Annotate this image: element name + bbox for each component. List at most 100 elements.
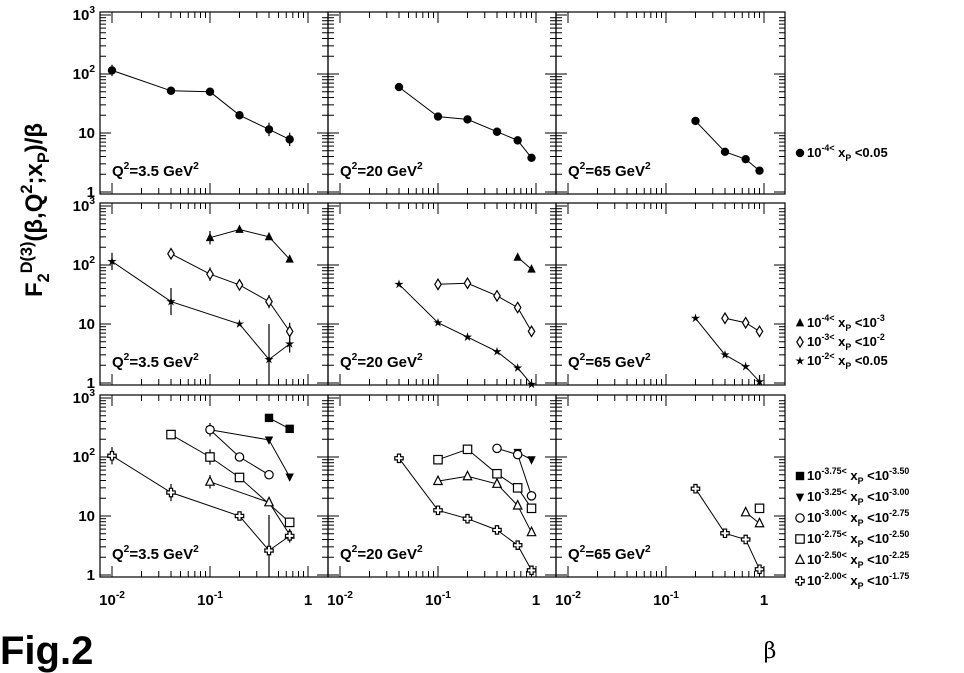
x-tick-label: 10-2 bbox=[99, 590, 125, 609]
data-point bbox=[691, 116, 700, 126]
y-tick-label: 102 bbox=[73, 447, 96, 466]
data-point bbox=[720, 147, 730, 157]
y-tick-label: 103 bbox=[73, 5, 96, 24]
data-point bbox=[234, 452, 245, 462]
data-point bbox=[264, 413, 274, 423]
q2-label: Q2=20 GeV2 bbox=[340, 352, 423, 371]
data-point bbox=[512, 483, 523, 493]
series-triangle-filled bbox=[513, 252, 536, 273]
data-point bbox=[285, 424, 294, 434]
x-tick-label: 10-1 bbox=[653, 590, 679, 609]
data-point bbox=[166, 86, 176, 95]
data-point bbox=[166, 487, 176, 498]
legend-marker bbox=[796, 335, 804, 349]
legend-marker bbox=[795, 148, 805, 158]
data-point bbox=[492, 525, 502, 535]
y-tick-label: 102 bbox=[73, 64, 96, 83]
q2-label: Q2=65 GeV2 bbox=[568, 544, 651, 563]
series-star-filled bbox=[690, 313, 765, 386]
data-point bbox=[755, 325, 764, 338]
data-point bbox=[394, 453, 404, 464]
data-point bbox=[740, 534, 751, 545]
series-circle-open bbox=[492, 443, 537, 501]
series-line bbox=[695, 120, 760, 172]
data-point bbox=[512, 449, 523, 460]
y-tick-labels-row-3: 1 10 102 103 bbox=[73, 388, 96, 584]
data-point bbox=[492, 443, 502, 454]
x-tick-label: 10-1 bbox=[197, 590, 223, 609]
data-point bbox=[462, 470, 473, 481]
legend-label: 10-4< xP <10-3 bbox=[807, 313, 885, 333]
data-point bbox=[205, 232, 215, 242]
legend-row-1: 10-4< xP <0.05 bbox=[795, 143, 888, 163]
data-point bbox=[492, 468, 502, 479]
data-point bbox=[234, 319, 245, 328]
series-cross-open bbox=[107, 447, 295, 577]
data-point bbox=[462, 332, 473, 341]
q2-label: Q2=3.5 GeV2 bbox=[112, 352, 199, 371]
series-circle-filled bbox=[107, 64, 294, 147]
series-cross-open bbox=[394, 453, 537, 576]
legend-marker bbox=[795, 493, 805, 502]
y-tick-label: 10 bbox=[78, 125, 95, 142]
legend-item: 10-2< xP <0.05 bbox=[795, 351, 888, 371]
data-point bbox=[526, 490, 537, 501]
x-tick-label: 1 bbox=[760, 592, 768, 609]
series-star-filled bbox=[107, 252, 295, 385]
data-point bbox=[264, 354, 274, 364]
data-point bbox=[205, 424, 215, 435]
figure-label: Fig.2 bbox=[0, 629, 93, 673]
series-circle-filled bbox=[394, 82, 536, 162]
data-point bbox=[463, 276, 472, 290]
data-point bbox=[234, 472, 245, 483]
series-line bbox=[111, 69, 290, 140]
data-point bbox=[166, 296, 176, 306]
legend-label: 10-2.75< xP <10-2.50 bbox=[807, 529, 909, 549]
q2-label: Q2=65 GeV2 bbox=[568, 352, 651, 371]
legend-marker bbox=[795, 576, 805, 586]
panel-frame bbox=[555, 11, 786, 195]
data-point bbox=[205, 87, 215, 96]
series-line bbox=[111, 455, 290, 552]
data-point bbox=[434, 278, 442, 291]
data-point bbox=[433, 454, 443, 465]
panel-r2-c3: Q2=65 GeV2 bbox=[555, 202, 786, 386]
panel-frame bbox=[555, 394, 786, 578]
panel-r3-c3: Q2=65 GeV2 bbox=[555, 394, 786, 578]
legend-marker bbox=[795, 471, 805, 481]
legend-row-2: 10-4< xP <10-310-3< xP <10-210-2< xP <0.… bbox=[795, 313, 888, 371]
series-line bbox=[398, 283, 532, 385]
y-tick-label: 10 bbox=[78, 316, 95, 333]
data-point bbox=[264, 231, 274, 241]
data-point bbox=[285, 473, 294, 482]
data-point bbox=[285, 135, 294, 144]
data-point bbox=[265, 295, 273, 308]
y-tick-label: 1 bbox=[87, 567, 95, 584]
legend-label: 10-4< xP <0.05 bbox=[807, 143, 888, 163]
data-point bbox=[527, 456, 536, 465]
data-point bbox=[754, 564, 765, 575]
legend-item: 10-3< xP <10-2 bbox=[796, 332, 885, 352]
legend-item: 10-3.00< xP <10-2.75 bbox=[795, 508, 909, 528]
legend-item: 10-2.75< xP <10-2.50 bbox=[795, 529, 909, 549]
series-circle-open bbox=[205, 422, 274, 480]
data-point bbox=[526, 565, 537, 576]
panel-r2-c2: Q2=20 GeV2 bbox=[327, 202, 557, 389]
data-point bbox=[741, 154, 750, 164]
data-point bbox=[394, 82, 404, 92]
y-tick-label: 1 bbox=[87, 375, 95, 392]
data-point bbox=[527, 153, 536, 162]
data-point bbox=[755, 166, 764, 175]
y-tick-label: 10 bbox=[78, 508, 95, 525]
q2-label: Q2=20 GeV2 bbox=[340, 544, 423, 563]
q2-label: Q2=65 GeV2 bbox=[568, 161, 651, 180]
data-point bbox=[462, 513, 473, 524]
data-point bbox=[526, 503, 537, 514]
series-cross-open bbox=[690, 483, 765, 575]
data-point bbox=[234, 511, 245, 521]
legend-layer: 10-4< xP <0.05 10-4< xP <10-310-3< xP <10… bbox=[794, 143, 909, 591]
q2-label: Q2=3.5 GeV2 bbox=[112, 544, 199, 563]
y-axis-title: F2D(3)(β,Q2;xP)/β bbox=[18, 123, 53, 297]
